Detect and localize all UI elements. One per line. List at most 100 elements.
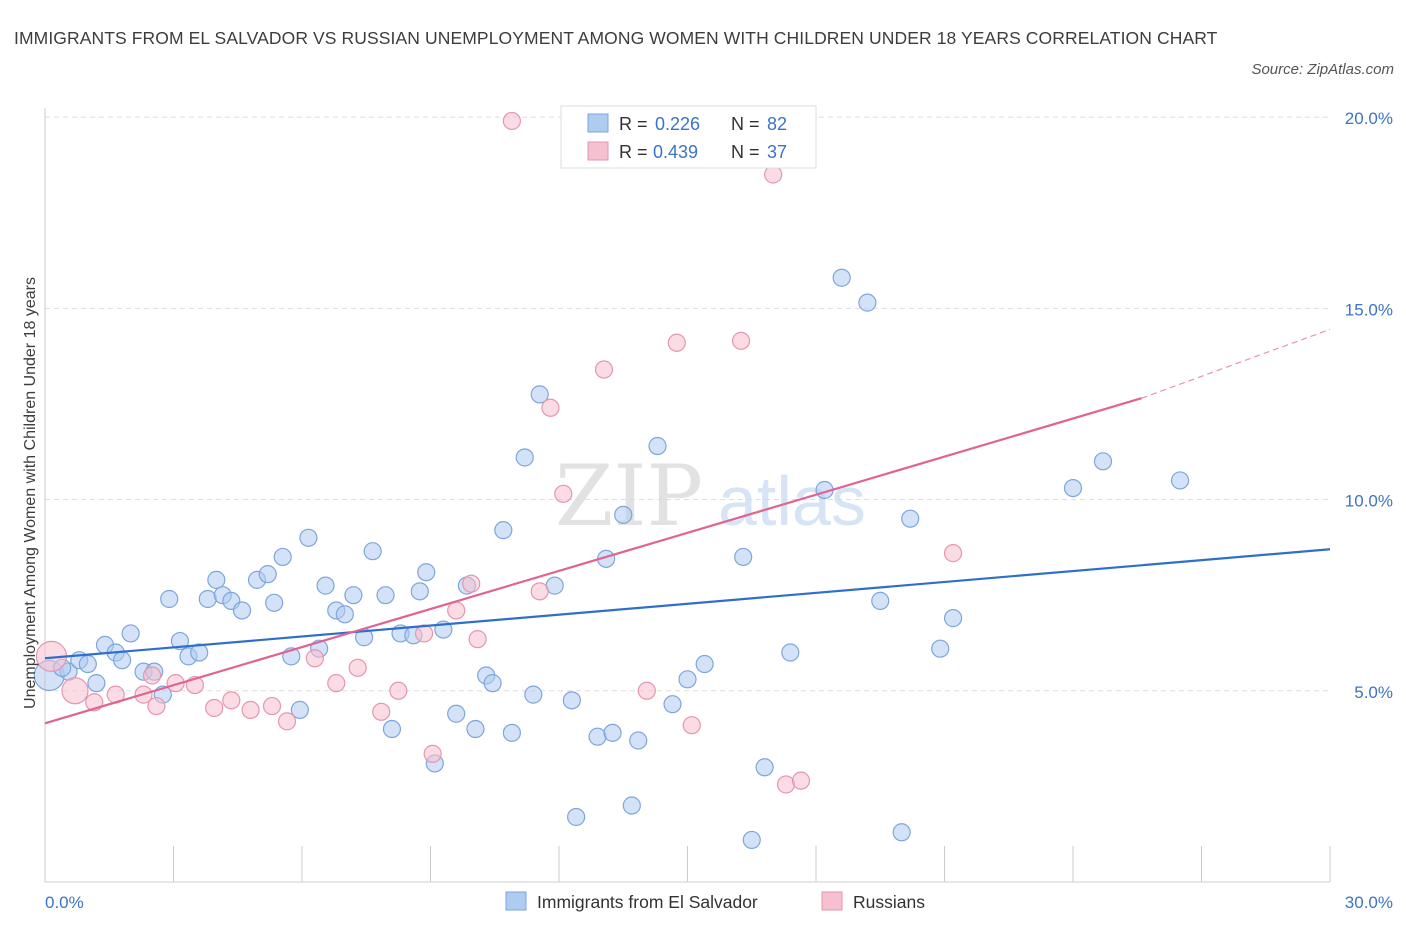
el-salvador-point-78: [1063, 478, 1083, 498]
legend-r-value-pink: 0.439: [653, 142, 698, 162]
el-salvador-point-31: [335, 605, 354, 624]
el-salvador-point-79: [1093, 452, 1113, 471]
russians-point-13: [277, 712, 297, 731]
bottom-legend-swatch-blue: [505, 891, 527, 911]
russians-point-18: [389, 681, 408, 700]
legend-r-label-blue: R =: [619, 114, 648, 134]
y-axis-label: Unemployment Among Women with Children U…: [22, 277, 39, 709]
legend-r-value-blue: 0.226: [655, 114, 700, 134]
el-salvador-point-60: [622, 796, 641, 815]
russians-point-17: [372, 702, 391, 721]
trend-line-russians: [44, 397, 1142, 725]
el-salvador-point-65: [695, 654, 714, 674]
russians-point-27: [554, 484, 573, 503]
el-salvador-point-71: [832, 268, 851, 287]
y-tick-labels: 5.0% 10.0% 15.0% 20.0%: [1345, 109, 1393, 702]
el-salvador-point-63: [663, 695, 682, 714]
el-salvador-point-47: [483, 674, 502, 693]
el-salvador-point-17: [207, 570, 226, 589]
russians-point-9: [205, 698, 224, 718]
legend-r-label-pink: R =: [619, 142, 648, 162]
el-salvador-point-32: [344, 586, 363, 605]
russians-point-21: [447, 601, 466, 620]
el-salvador-point-64: [678, 670, 697, 689]
el-salvador-point-27: [299, 528, 318, 547]
y-tick-label-0: 5.0%: [1354, 683, 1393, 702]
el-salvador-point-43: [447, 704, 466, 723]
el-salvador-point-36: [382, 719, 402, 739]
el-salvador-point-50: [515, 448, 534, 467]
el-salvador-point-45: [466, 719, 485, 739]
russians-point-28: [594, 360, 614, 379]
russians-point-26: [541, 398, 560, 417]
bottom-legend-swatch-pink: [821, 891, 843, 911]
el-salvador-point-22: [258, 565, 277, 584]
russians-point-15: [327, 674, 346, 693]
russians-point-34: [776, 775, 796, 794]
y-tick-label-2: 15.0%: [1345, 300, 1393, 319]
russians-point-1: [61, 677, 89, 705]
el-salvador-point-3: [78, 654, 97, 674]
chart-title: IMMIGRANTS FROM EL SALVADOR VS RUSSIAN U…: [14, 28, 1218, 48]
russians-point-6: [147, 696, 166, 716]
el-salvador-point-66: [734, 547, 753, 567]
el-salvador-point-69: [781, 643, 800, 662]
russians-point-32: [731, 331, 751, 350]
russians-point-10: [222, 691, 241, 710]
bottom-legend-label-blue: Immigrants from El Salvador: [537, 892, 758, 912]
source-note: Source: ZipAtlas.com: [1251, 61, 1394, 78]
el-salvador-point-15: [190, 643, 209, 662]
el-salvador-point-26: [290, 700, 309, 720]
el-salvador-point-51: [524, 685, 543, 704]
el-salvador-point-72: [858, 293, 877, 312]
el-salvador-point-75: [901, 509, 920, 528]
russians-point-22: [462, 574, 481, 593]
russians-point-30: [667, 333, 686, 352]
russians-point-16: [348, 658, 367, 677]
el-salvador-point-55: [567, 807, 586, 827]
el-salvador-point-61: [629, 731, 648, 750]
el-salvador-point-68: [755, 758, 774, 777]
el-salvador-point-58: [603, 723, 622, 742]
el-salvador-point-12: [160, 589, 179, 609]
el-salvador-point-7: [112, 651, 132, 670]
el-salvador-point-67: [742, 830, 761, 850]
el-salvador-point-16: [198, 589, 217, 609]
watermark-zip: ZIP: [555, 447, 703, 545]
legend-swatch-pink: [587, 141, 609, 161]
el-salvador-point-80: [1170, 471, 1190, 490]
russians-point-24: [502, 111, 521, 131]
russians-point-31: [682, 716, 701, 735]
russians-point-25: [530, 582, 549, 601]
russians-point-36: [943, 544, 963, 563]
russians-point-29: [637, 681, 656, 700]
el-salvador-point-8: [121, 624, 140, 643]
trend-line-russians-extension: [1141, 328, 1331, 399]
el-salvador-point-39: [410, 582, 429, 601]
trend-line-el-salvador: [44, 548, 1331, 660]
legend-n-value-pink: 37: [767, 142, 787, 162]
legend-n-label-pink: N =: [731, 142, 760, 162]
russians-point-35: [791, 771, 811, 790]
el-salvador-point-54: [562, 691, 581, 710]
x-tick-label-max: 30.0%: [1345, 893, 1393, 912]
el-salvador-point-62: [648, 436, 667, 456]
axes: [44, 108, 1331, 883]
y-tick-label-3: 20.0%: [1345, 109, 1393, 128]
el-salvador-point-23: [265, 593, 284, 612]
legend-n-value-blue: 82: [767, 114, 787, 134]
el-salvador-point-77: [943, 609, 963, 628]
el-salvador-point-24: [273, 547, 292, 567]
el-salvador-point-48: [494, 521, 513, 540]
bottom-legend-label-pink: Russians: [853, 892, 925, 912]
x-tick-label-min: 0.0%: [45, 893, 84, 912]
russians-point-20: [423, 744, 442, 763]
russians-point-19: [414, 624, 434, 643]
legend-n-label-blue: N =: [731, 114, 760, 134]
legend: R = 0.226 N = 82 R = 0.439 N = 37: [560, 105, 817, 169]
trend-lines: [44, 328, 1331, 725]
series-el-salvador-points: [33, 268, 1190, 850]
el-salvador-point-4: [87, 674, 106, 693]
russians-point-14: [305, 649, 324, 668]
